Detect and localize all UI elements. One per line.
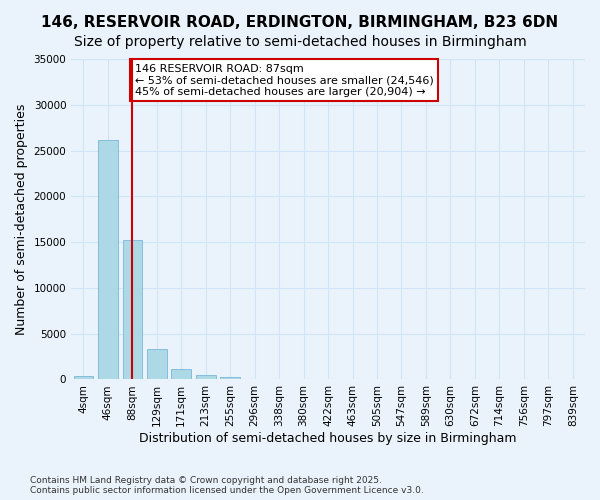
Text: 146, RESERVOIR ROAD, ERDINGTON, BIRMINGHAM, B23 6DN: 146, RESERVOIR ROAD, ERDINGTON, BIRMINGH… [41, 15, 559, 30]
Text: Size of property relative to semi-detached houses in Birmingham: Size of property relative to semi-detach… [74, 35, 526, 49]
X-axis label: Distribution of semi-detached houses by size in Birmingham: Distribution of semi-detached houses by … [139, 432, 517, 445]
Bar [196, 375, 215, 380]
Bar [147, 349, 167, 380]
Bar [74, 376, 93, 380]
Bar [122, 240, 142, 380]
Bar [172, 370, 191, 380]
Y-axis label: Number of semi-detached properties: Number of semi-detached properties [15, 104, 28, 335]
Bar [245, 378, 265, 380]
Bar [98, 140, 118, 380]
Bar [220, 376, 240, 380]
Text: Contains HM Land Registry data © Crown copyright and database right 2025.
Contai: Contains HM Land Registry data © Crown c… [30, 476, 424, 495]
Text: 146 RESERVOIR ROAD: 87sqm
← 53% of semi-detached houses are smaller (24,546)
45%: 146 RESERVOIR ROAD: 87sqm ← 53% of semi-… [135, 64, 434, 97]
